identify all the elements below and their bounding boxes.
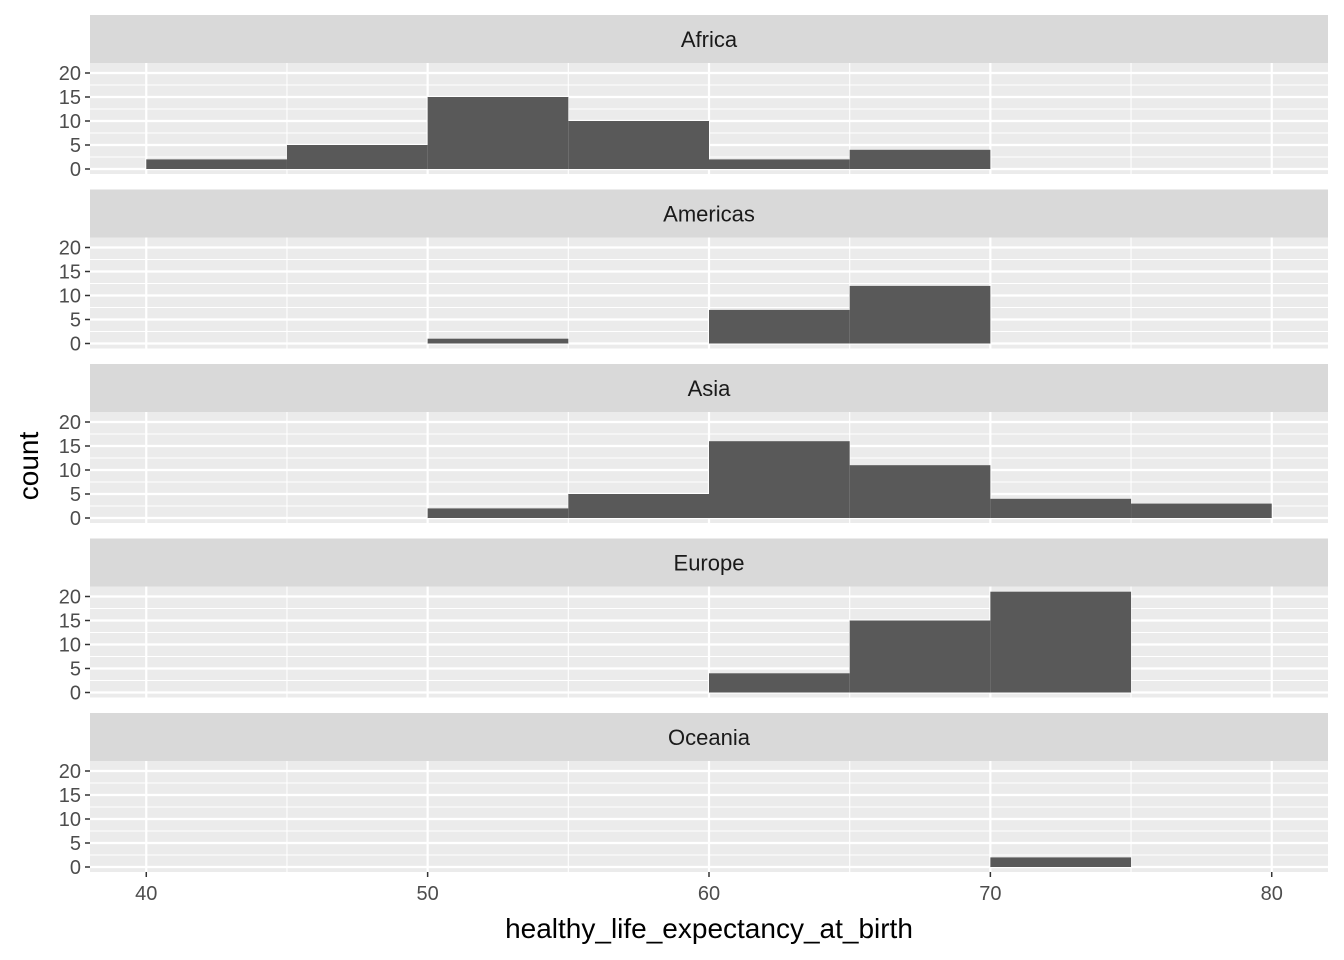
histogram-bar-europe-70 — [990, 591, 1132, 693]
facet-strip — [90, 364, 1328, 412]
histogram-bar-americas-50 — [427, 338, 569, 344]
histogram-bar-africa-50 — [427, 97, 569, 169]
y-tick-label: 15 — [59, 436, 81, 458]
histogram-bar-americas-65 — [849, 285, 991, 344]
x-tick-label: 50 — [417, 883, 439, 905]
y-axis-title: count — [13, 432, 44, 501]
histogram-bar-europe-60 — [709, 673, 850, 693]
y-tick-label: 10 — [59, 460, 81, 482]
y-tick-label: 10 — [59, 286, 81, 308]
facet-panels: Africa05101520Americas05101520Asia051015… — [59, 15, 1328, 879]
histogram-bar-asia-70 — [990, 498, 1132, 518]
y-tick-label: 5 — [70, 484, 81, 506]
y-tick-label: 15 — [59, 611, 81, 633]
y-tick-label: 0 — [70, 159, 81, 181]
x-tick-label: 70 — [979, 883, 1001, 905]
y-tick-label: 0 — [70, 334, 81, 356]
histogram-bar-americas-60 — [709, 309, 850, 344]
histogram-bar-africa-65 — [849, 149, 991, 169]
histogram-bar-africa-55 — [568, 121, 709, 169]
y-tick-label: 20 — [59, 587, 81, 609]
facet-strip-label: Americas — [663, 202, 755, 227]
histogram-bar-europe-65 — [849, 620, 991, 693]
y-tick-label: 0 — [70, 683, 81, 705]
y-tick-label: 10 — [59, 635, 81, 657]
histogram-bar-africa-40 — [146, 159, 287, 169]
facet-strip — [90, 15, 1328, 63]
y-tick-label: 5 — [70, 135, 81, 157]
x-tick-label: 80 — [1261, 883, 1283, 905]
histogram-bar-asia-50 — [427, 508, 569, 518]
facet-strip-label: Europe — [674, 551, 745, 576]
y-tick-label: 5 — [70, 833, 81, 855]
y-tick-label: 10 — [59, 809, 81, 831]
facet-strip — [90, 713, 1328, 761]
histogram-bar-asia-55 — [568, 494, 709, 518]
y-tick-label: 20 — [59, 761, 81, 783]
histogram-bar-africa-45 — [286, 145, 428, 169]
histogram-bar-asia-65 — [849, 465, 991, 518]
y-tick-label: 5 — [70, 659, 81, 681]
y-tick-label: 15 — [59, 785, 81, 807]
facet-strip — [90, 538, 1328, 587]
y-tick-label: 20 — [59, 63, 81, 85]
x-tick-label: 40 — [135, 883, 157, 905]
y-tick-label: 15 — [59, 262, 81, 284]
y-tick-label: 0 — [70, 508, 81, 530]
facet-strip-label: Africa — [681, 27, 738, 52]
y-tick-label: 20 — [59, 238, 81, 260]
y-tick-label: 5 — [70, 310, 81, 332]
x-tick-label: 60 — [698, 883, 720, 905]
y-tick-label: 20 — [59, 412, 81, 434]
y-tick-label: 15 — [59, 87, 81, 109]
histogram-bar-asia-75 — [1131, 503, 1272, 518]
x-axis-title: healthy_life_expectancy_at_birth — [505, 913, 913, 944]
facet-strip — [90, 189, 1328, 238]
facet-strip-label: Oceania — [668, 725, 751, 750]
x-axis: 40 50 60 70 80 — [135, 872, 1283, 905]
histogram-bar-asia-60 — [709, 441, 850, 518]
y-tick-label: 0 — [70, 857, 81, 879]
histogram-bar-africa-60 — [709, 159, 850, 169]
facet-strip-label: Asia — [688, 376, 732, 401]
y-tick-label: 10 — [59, 111, 81, 133]
histogram-bar-oceania-70 — [990, 857, 1132, 867]
